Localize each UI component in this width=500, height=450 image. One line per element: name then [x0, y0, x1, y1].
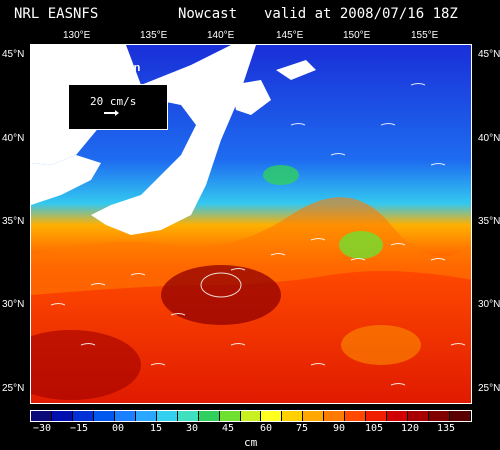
lon-label: 150°E — [343, 30, 371, 41]
valid-time: valid at 2008/07/16 18Z — [264, 6, 458, 22]
ssh-map[interactable] — [30, 44, 472, 404]
legend-title: Surface Elevation — [48, 62, 141, 74]
warm-region — [31, 330, 141, 400]
colorbar-tick-label: 60 — [260, 423, 273, 434]
colorbar-swatch — [114, 411, 136, 421]
colorbar-swatch — [177, 411, 199, 421]
colorbar-tick-label: −30 — [33, 423, 52, 434]
colorbar-swatch — [261, 411, 283, 421]
colorbar-swatch — [156, 411, 178, 421]
colorbar-unit: cm — [244, 436, 258, 449]
product-label: Nowcast — [178, 6, 238, 22]
colorbar-tick-label: 00 — [112, 423, 125, 434]
land-hokkaido — [231, 80, 271, 115]
colorbar-swatch — [72, 411, 94, 421]
lat-label: 40°N — [478, 133, 500, 144]
colorbar-swatch — [450, 411, 472, 421]
cold-eddy — [263, 165, 299, 185]
current-vectors — [50, 83, 466, 386]
legend-speed-label: 20 cm/s — [90, 95, 137, 108]
colorbar-swatch — [93, 411, 115, 421]
land-japan — [91, 45, 256, 235]
land-korea — [31, 155, 101, 205]
colorbar-swatch — [219, 411, 241, 421]
colorbar-swatch — [240, 411, 262, 421]
lon-label: 130°E — [63, 30, 91, 41]
colorbar-swatch — [198, 411, 220, 421]
colorbar-tick-label: 30 — [186, 423, 199, 434]
colorbar-swatch — [387, 411, 409, 421]
colorbar-tick-label: 120 — [401, 423, 420, 434]
colorbar-swatch — [345, 411, 367, 421]
colorbar-tick-label: 135 — [437, 423, 456, 434]
lat-label: 30°N — [478, 299, 500, 310]
colorbar-swatch — [282, 411, 304, 421]
cold-eddy — [339, 231, 383, 259]
warm-eddy — [161, 265, 281, 325]
colorbar-swatch — [408, 411, 430, 421]
velocity-legend — [68, 84, 168, 130]
colorbar-tick-label: 90 — [333, 423, 346, 434]
lat-label: 45°N — [478, 49, 500, 60]
colorbar-swatch — [31, 411, 52, 421]
colorbar-tick-label: 105 — [365, 423, 384, 434]
lon-label: 135°E — [140, 30, 168, 41]
lat-label: 25°N — [2, 383, 25, 394]
colorbar-swatch — [366, 411, 388, 421]
colorbar-tick-label: −15 — [70, 423, 89, 434]
land-kuril — [276, 60, 316, 80]
model-title: NRL EASNFS — [14, 6, 99, 22]
colorbar-swatch — [51, 411, 73, 421]
lon-label: 140°E — [207, 30, 235, 41]
kuroshio-front — [31, 197, 471, 295]
map-canvas — [31, 45, 471, 403]
lat-label: 40°N — [2, 133, 25, 144]
lon-label: 155°E — [411, 30, 439, 41]
colorbar — [30, 410, 472, 422]
eddy-feature — [341, 325, 421, 365]
lat-label: 30°N — [2, 299, 25, 310]
colorbar-swatch — [303, 411, 325, 421]
lat-label: 25°N — [478, 383, 500, 394]
lon-label: 145°E — [276, 30, 304, 41]
colorbar-swatch — [135, 411, 157, 421]
lat-label: 45°N — [2, 49, 25, 60]
lat-label: 35°N — [478, 216, 500, 227]
colorbar-tick-label: 45 — [222, 423, 235, 434]
colorbar-tick-label: 75 — [296, 423, 309, 434]
colorbar-swatch — [324, 411, 346, 421]
colorbar-swatch — [429, 411, 451, 421]
colorbar-tick-label: 15 — [150, 423, 163, 434]
lat-label: 35°N — [2, 216, 25, 227]
legend-arrow-icon — [104, 110, 119, 116]
